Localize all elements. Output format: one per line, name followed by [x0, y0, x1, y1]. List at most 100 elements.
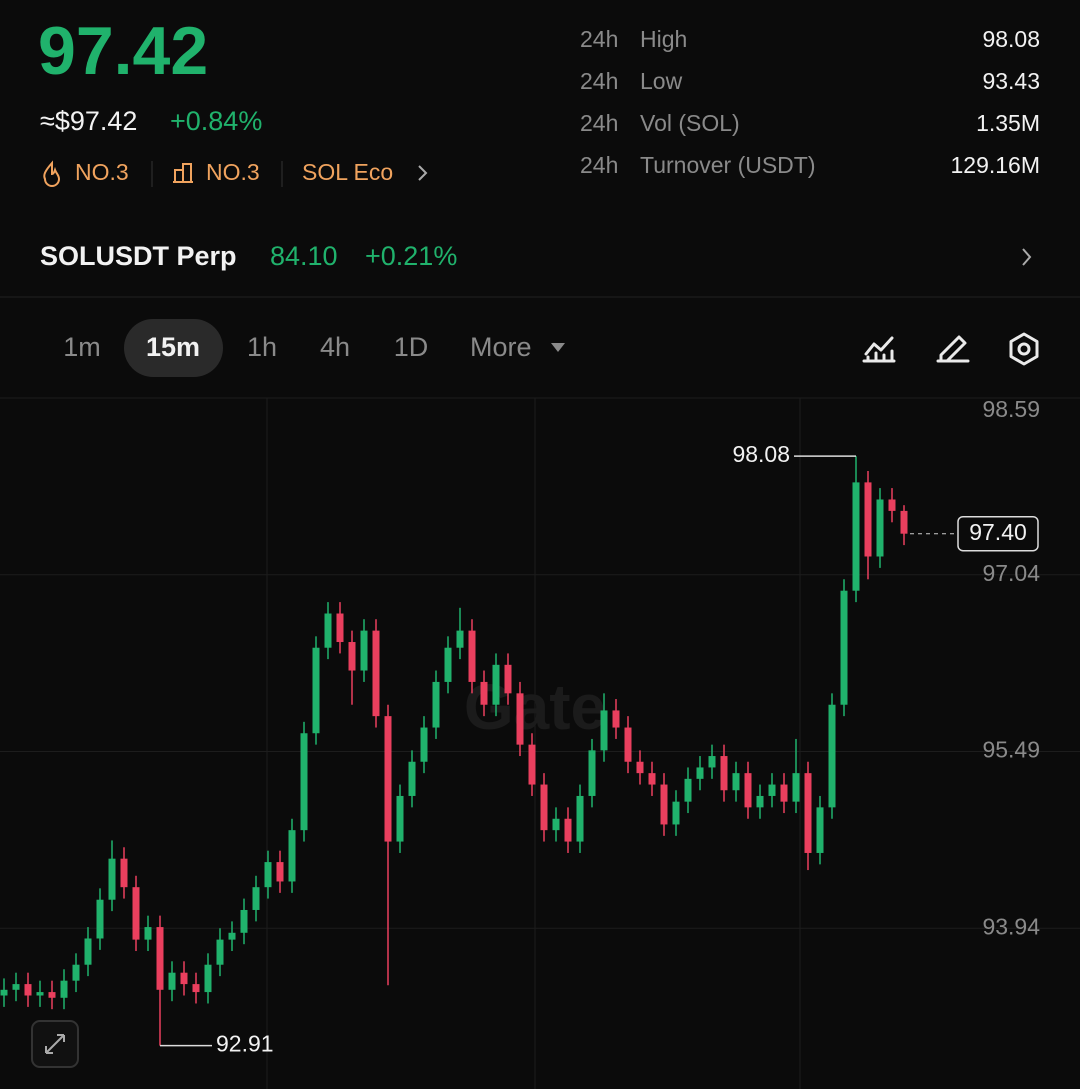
candle-body	[660, 784, 668, 825]
interval-tab[interactable]: 1h	[247, 332, 277, 362]
candle-body	[168, 972, 176, 990]
building-icon	[173, 163, 193, 183]
candle-body	[552, 818, 560, 831]
candle-body	[468, 630, 476, 682]
rank-badge[interactable]: NO.3	[75, 159, 129, 185]
plot: 93.94 95.49 97.04 98.59 98.08 92.91 97.40	[0, 396, 1080, 1057]
stat-label: Vol (SOL)	[640, 110, 740, 136]
change: +0.84%	[170, 106, 262, 136]
candle-body	[696, 767, 704, 779]
candle-body	[780, 784, 788, 802]
candle-body	[840, 590, 848, 705]
candle-body	[888, 499, 896, 511]
candle-body	[384, 716, 392, 842]
settings-icon[interactable]	[1009, 332, 1039, 366]
candle-body	[636, 761, 644, 774]
stat-value: 98.08	[982, 26, 1040, 52]
candle-body	[756, 795, 764, 808]
candle-body	[48, 992, 56, 998]
candle-body	[876, 499, 884, 557]
active-tab	[124, 319, 223, 377]
last-price-label: 97.40	[969, 519, 1027, 545]
expand-icon	[45, 1034, 65, 1054]
candle-body	[624, 727, 632, 762]
more-tab[interactable]: More	[470, 332, 532, 362]
candle-body	[192, 984, 200, 993]
candle-body	[480, 681, 488, 705]
rank-badge[interactable]: NO.3	[206, 159, 260, 185]
candle-body	[528, 744, 536, 785]
candle-body	[852, 482, 860, 591]
candle-body	[420, 727, 428, 762]
stat-label: High	[640, 26, 687, 52]
candle-body	[12, 984, 20, 990]
usd-price: ≈$97.42	[40, 106, 137, 136]
max-marker-label: 98.08	[732, 441, 790, 467]
candle-body	[72, 964, 80, 981]
perp-price: 84.10	[270, 241, 338, 271]
interval-tab[interactable]: 15m	[146, 332, 200, 362]
min-marker-label: 92.91	[216, 1031, 274, 1057]
candle-body	[600, 710, 608, 751]
draw-icon[interactable]	[936, 335, 970, 363]
chevron[interactable]	[418, 165, 428, 181]
candle-body	[900, 510, 908, 534]
candle-body	[732, 773, 740, 791]
candle-body	[0, 989, 8, 996]
candle-body	[156, 927, 164, 990]
candle-body	[708, 756, 716, 768]
interval-tab[interactable]: 1D	[394, 332, 429, 362]
candle-body	[24, 984, 32, 996]
candle-body	[432, 681, 440, 728]
stat-label: Turnover (USDT)	[640, 152, 816, 178]
candle-body	[312, 647, 320, 734]
candle-body	[360, 630, 368, 671]
stat-period: 24h	[580, 110, 618, 136]
candle-body	[276, 862, 284, 882]
candle-body	[768, 784, 776, 796]
candle-body	[216, 939, 224, 965]
candle-body	[864, 482, 872, 557]
stat-period: 24h	[580, 68, 618, 94]
interval-tab[interactable]: 4h	[320, 332, 350, 362]
ecosystem-badge[interactable]: SOL Eco	[302, 159, 393, 185]
candle-body	[792, 773, 800, 802]
candle-body	[612, 710, 620, 728]
interval-tab[interactable]: 1m	[63, 332, 101, 362]
candle-body	[36, 992, 44, 996]
candle-body	[228, 932, 236, 940]
stat-period: 24h	[580, 26, 618, 52]
candle-body	[288, 830, 296, 882]
candle-body	[492, 664, 500, 705]
candle-body	[816, 807, 824, 853]
candle-body	[240, 909, 248, 933]
stat-period: 24h	[580, 152, 618, 178]
perp-name[interactable]: SOLUSDT Perp	[40, 241, 237, 271]
candle-body	[564, 818, 572, 842]
indicator-icon[interactable]	[862, 336, 896, 363]
perp-change: +0.21%	[365, 241, 457, 271]
candle-body	[84, 938, 92, 965]
candle-body	[120, 858, 128, 888]
candle-body	[504, 664, 512, 694]
candle-body	[828, 704, 836, 808]
y-tick-label: 98.59	[982, 396, 1040, 422]
candle-body	[204, 964, 212, 993]
stats: 24h High 98.08 24h Low 93.43 24h Vol (SOL) 1.35M…	[580, 26, 1040, 178]
watermark: Gate	[464, 671, 606, 743]
candle-body	[252, 887, 260, 910]
candle-body	[336, 613, 344, 643]
y-tick-label: 93.94	[982, 913, 1040, 939]
candle-body	[516, 693, 524, 745]
y-tick-label: 95.49	[982, 737, 1040, 763]
candle-body	[672, 801, 680, 825]
candle-body	[300, 733, 308, 831]
candle-body	[132, 887, 140, 940]
candle-body	[144, 927, 152, 940]
chevron[interactable]	[1022, 248, 1032, 266]
candle-body	[348, 642, 356, 671]
candle-body	[588, 750, 596, 796]
candle-body	[108, 858, 116, 900]
